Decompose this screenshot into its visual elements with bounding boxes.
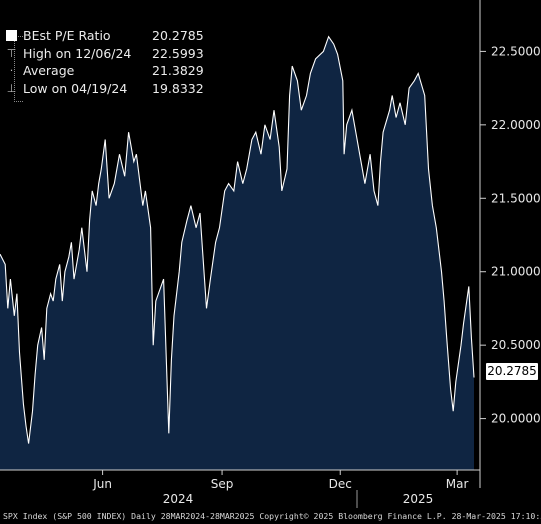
x-tick-label: Jun [92,477,112,491]
white-square-icon [6,30,17,42]
y-tick-label: 21.5000 [491,191,541,205]
y-tick-label: 20.0000 [491,412,541,426]
footer-bar: SPX Index (S&P 500 INDEX) Daily 28MAR202… [0,508,541,524]
footer-text: SPX Index (S&P 500 INDEX) Daily 28MAR202… [3,511,541,521]
series-line [0,35,475,444]
y-tick-label: 22.5000 [491,44,541,58]
x-tick-label: Mar [446,477,469,491]
legend-label: BEst P/E Ratio [23,28,111,43]
y-tick-label: 22.0000 [491,118,541,132]
y-tick-label: 21.0000 [491,265,541,279]
last-value-badge: 20.2785 [486,363,538,380]
y-tick-label: 20.5000 [491,338,541,352]
y-axis-ticks: 20.0000 20.5000 21.0000 21.5000 22.0000 22.50… [480,44,541,426]
legend-label: High on 12/06/24 [23,45,132,61]
x-axis-ticks: Jun Sep Dec Mar 2024 2025 [92,470,469,506]
x-tick-label: Dec [329,477,352,491]
legend-bracket [14,36,23,102]
legend: BEst P/E Ratio 20.2785 ⊤ High on 12/06/2… [6,27,204,102]
high-marker-icon: ⊤ [6,46,17,60]
legend-item-pe-ratio: BEst P/E Ratio 20.2785 [6,27,204,45]
average-marker-icon: · [9,64,14,77]
x-tick-label: Sep [211,477,234,491]
legend-value: 20.2785 [152,28,204,43]
pe-ratio-area-chart: 20.0000 20.5000 21.0000 21.5000 22.0000 22.50… [0,0,541,508]
legend-item-high: ⊤ High on 12/06/24 22.5993 [6,45,204,63]
legend-item-average: · Average 21.3829 [6,62,204,80]
x-year-label: 2024 [163,492,194,506]
legend-value: 21.3829 [152,63,204,78]
legend-item-low: ⊥ Low on 04/19/24 19.8332 [6,80,204,98]
legend-label: Average [23,63,75,78]
series-area-fill [0,36,474,470]
legend-label: Low on 04/19/24 [23,80,128,96]
low-marker-icon: ⊥ [6,81,17,95]
legend-value: 19.8332 [152,80,204,96]
x-year-label: 2025 [403,492,434,506]
legend-value: 22.5993 [152,45,204,61]
